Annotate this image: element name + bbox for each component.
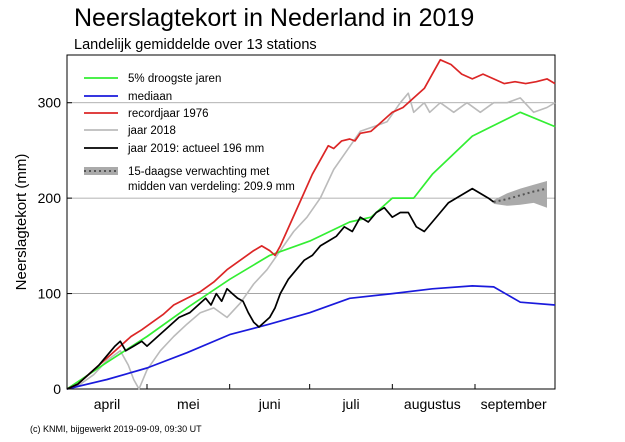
legend-label-3: jaar 2018: [127, 125, 176, 137]
x-tick-label: augustus: [404, 396, 461, 412]
legend-label-2: recordjaar 1976: [128, 108, 209, 120]
gridlines: [67, 102, 555, 294]
x-tick-label: april: [94, 396, 120, 412]
legend-label-5: 15-daagse verwachting met: [128, 166, 270, 178]
forecast-layer: [493, 181, 548, 208]
series-line-3: [66, 92, 556, 390]
plot-frame: [66, 54, 556, 390]
y-tick-label: 100: [38, 286, 62, 302]
forecast-band: [493, 181, 547, 208]
series-line-2: [66, 58, 556, 390]
series-layer: [66, 58, 556, 390]
x-tick-label: juni: [258, 396, 281, 412]
legend-label-4: jaar 2019: actueel 196 mm: [127, 143, 264, 155]
y-tick-label: 200: [38, 190, 62, 206]
series-line-4: [66, 187, 495, 390]
footer-credit: (c) KNMI, bijgewerkt 2019-09-09, 09:30 U…: [30, 424, 202, 434]
series-line-1: [66, 285, 556, 390]
legend: 5% droogste jaren mediaan recordjaar 1976 j…: [84, 73, 295, 193]
y-tick-label: 300: [38, 95, 62, 111]
chart-title: Neerslagtekort in Nederland in 2019: [74, 4, 475, 32]
forecast-midline: [493, 187, 548, 203]
x-tick-label: juli: [341, 396, 359, 412]
axes: 0 100 200 300 april mei juni juli augustus septem…: [38, 95, 556, 412]
chart-subtitle: Landelijk gemiddelde over 13 stations: [74, 37, 317, 53]
legend-label-0: 5% droogste jaren: [128, 73, 221, 85]
x-tick-label: mei: [177, 396, 200, 412]
y-axis-label: Neerslagtekort (mm): [13, 154, 30, 291]
legend-label-5-line2: midden van verdeling: 209.9 mm: [128, 181, 295, 193]
legend-label-1: mediaan: [128, 91, 172, 103]
x-tick-label: september: [481, 396, 547, 412]
y-tick-label: 0: [53, 381, 61, 397]
series-line-0: [66, 111, 556, 390]
